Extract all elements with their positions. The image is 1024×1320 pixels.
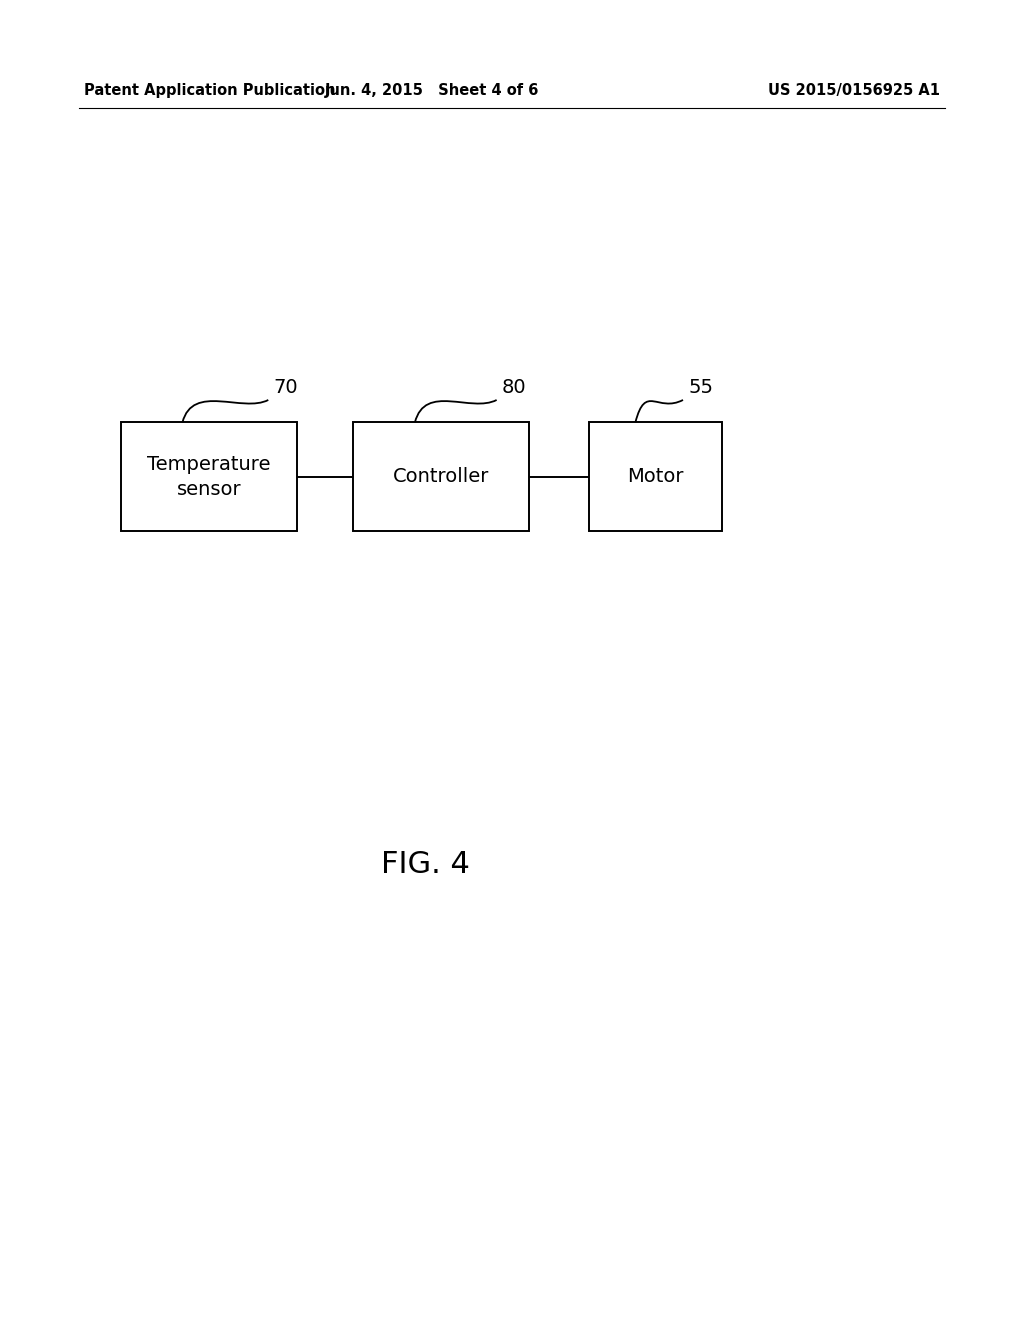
FancyBboxPatch shape bbox=[353, 422, 529, 531]
Text: Motor: Motor bbox=[627, 467, 684, 486]
Text: Controller: Controller bbox=[393, 467, 489, 486]
Text: US 2015/0156925 A1: US 2015/0156925 A1 bbox=[768, 82, 940, 98]
FancyBboxPatch shape bbox=[121, 422, 297, 531]
Text: 55: 55 bbox=[688, 379, 713, 397]
Text: FIG. 4: FIG. 4 bbox=[381, 850, 469, 879]
Text: 80: 80 bbox=[502, 379, 526, 397]
Text: Jun. 4, 2015   Sheet 4 of 6: Jun. 4, 2015 Sheet 4 of 6 bbox=[325, 82, 540, 98]
Text: 70: 70 bbox=[273, 379, 298, 397]
Text: Temperature
sensor: Temperature sensor bbox=[147, 454, 270, 499]
Text: Patent Application Publication: Patent Application Publication bbox=[84, 82, 336, 98]
FancyBboxPatch shape bbox=[589, 422, 722, 531]
